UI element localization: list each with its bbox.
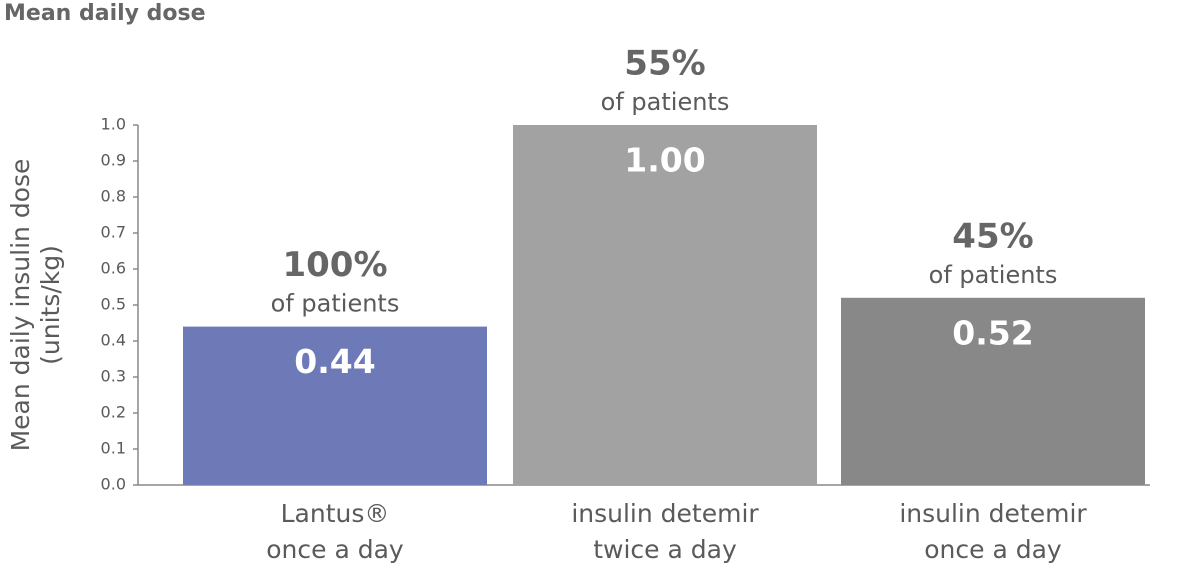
chart-title: Mean daily dose	[4, 1, 206, 26]
y-tick-label: 0.9	[101, 151, 126, 170]
bar	[183, 326, 487, 485]
bar	[841, 297, 1145, 485]
percent-text: of patients	[601, 88, 730, 116]
value-label: 0.52	[952, 313, 1033, 352]
percent-label: 45%	[952, 216, 1033, 256]
x-tick-label: insulin detemir	[571, 499, 759, 528]
y-axis-label: Mean daily insulin dose (units/kg)	[6, 159, 65, 452]
y-tick-label: 0.5	[101, 295, 126, 314]
y-tick-label: 0.0	[101, 475, 126, 494]
y-label-line: (units/kg)	[36, 245, 65, 365]
value-label: 1.00	[624, 141, 705, 180]
y-tick-label: 1.0	[101, 115, 126, 134]
percent-label: 100%	[282, 245, 387, 285]
x-tick-label: insulin detemir	[899, 499, 1087, 528]
x-tick-label: once a day	[924, 535, 1062, 564]
y-tick-label: 0.3	[101, 367, 126, 386]
y-tick-label: 0.6	[101, 259, 126, 278]
x-tick-label: twice a day	[593, 535, 737, 564]
y-tick-label: 0.8	[101, 187, 126, 206]
y-tick-label: 0.4	[101, 331, 126, 350]
percent-text: of patients	[271, 290, 400, 318]
x-tick-label: once a day	[266, 535, 404, 564]
y-tick-label: 0.2	[101, 403, 126, 422]
y-label-line: Mean daily insulin dose	[6, 159, 35, 452]
y-tick-label: 0.1	[101, 439, 126, 458]
bar	[513, 125, 817, 485]
percent-text: of patients	[929, 261, 1058, 289]
percent-label: 55%	[624, 44, 705, 84]
value-label: 0.44	[294, 342, 375, 381]
y-tick-label: 0.7	[101, 223, 126, 242]
x-tick-label: Lantus®	[281, 499, 390, 528]
